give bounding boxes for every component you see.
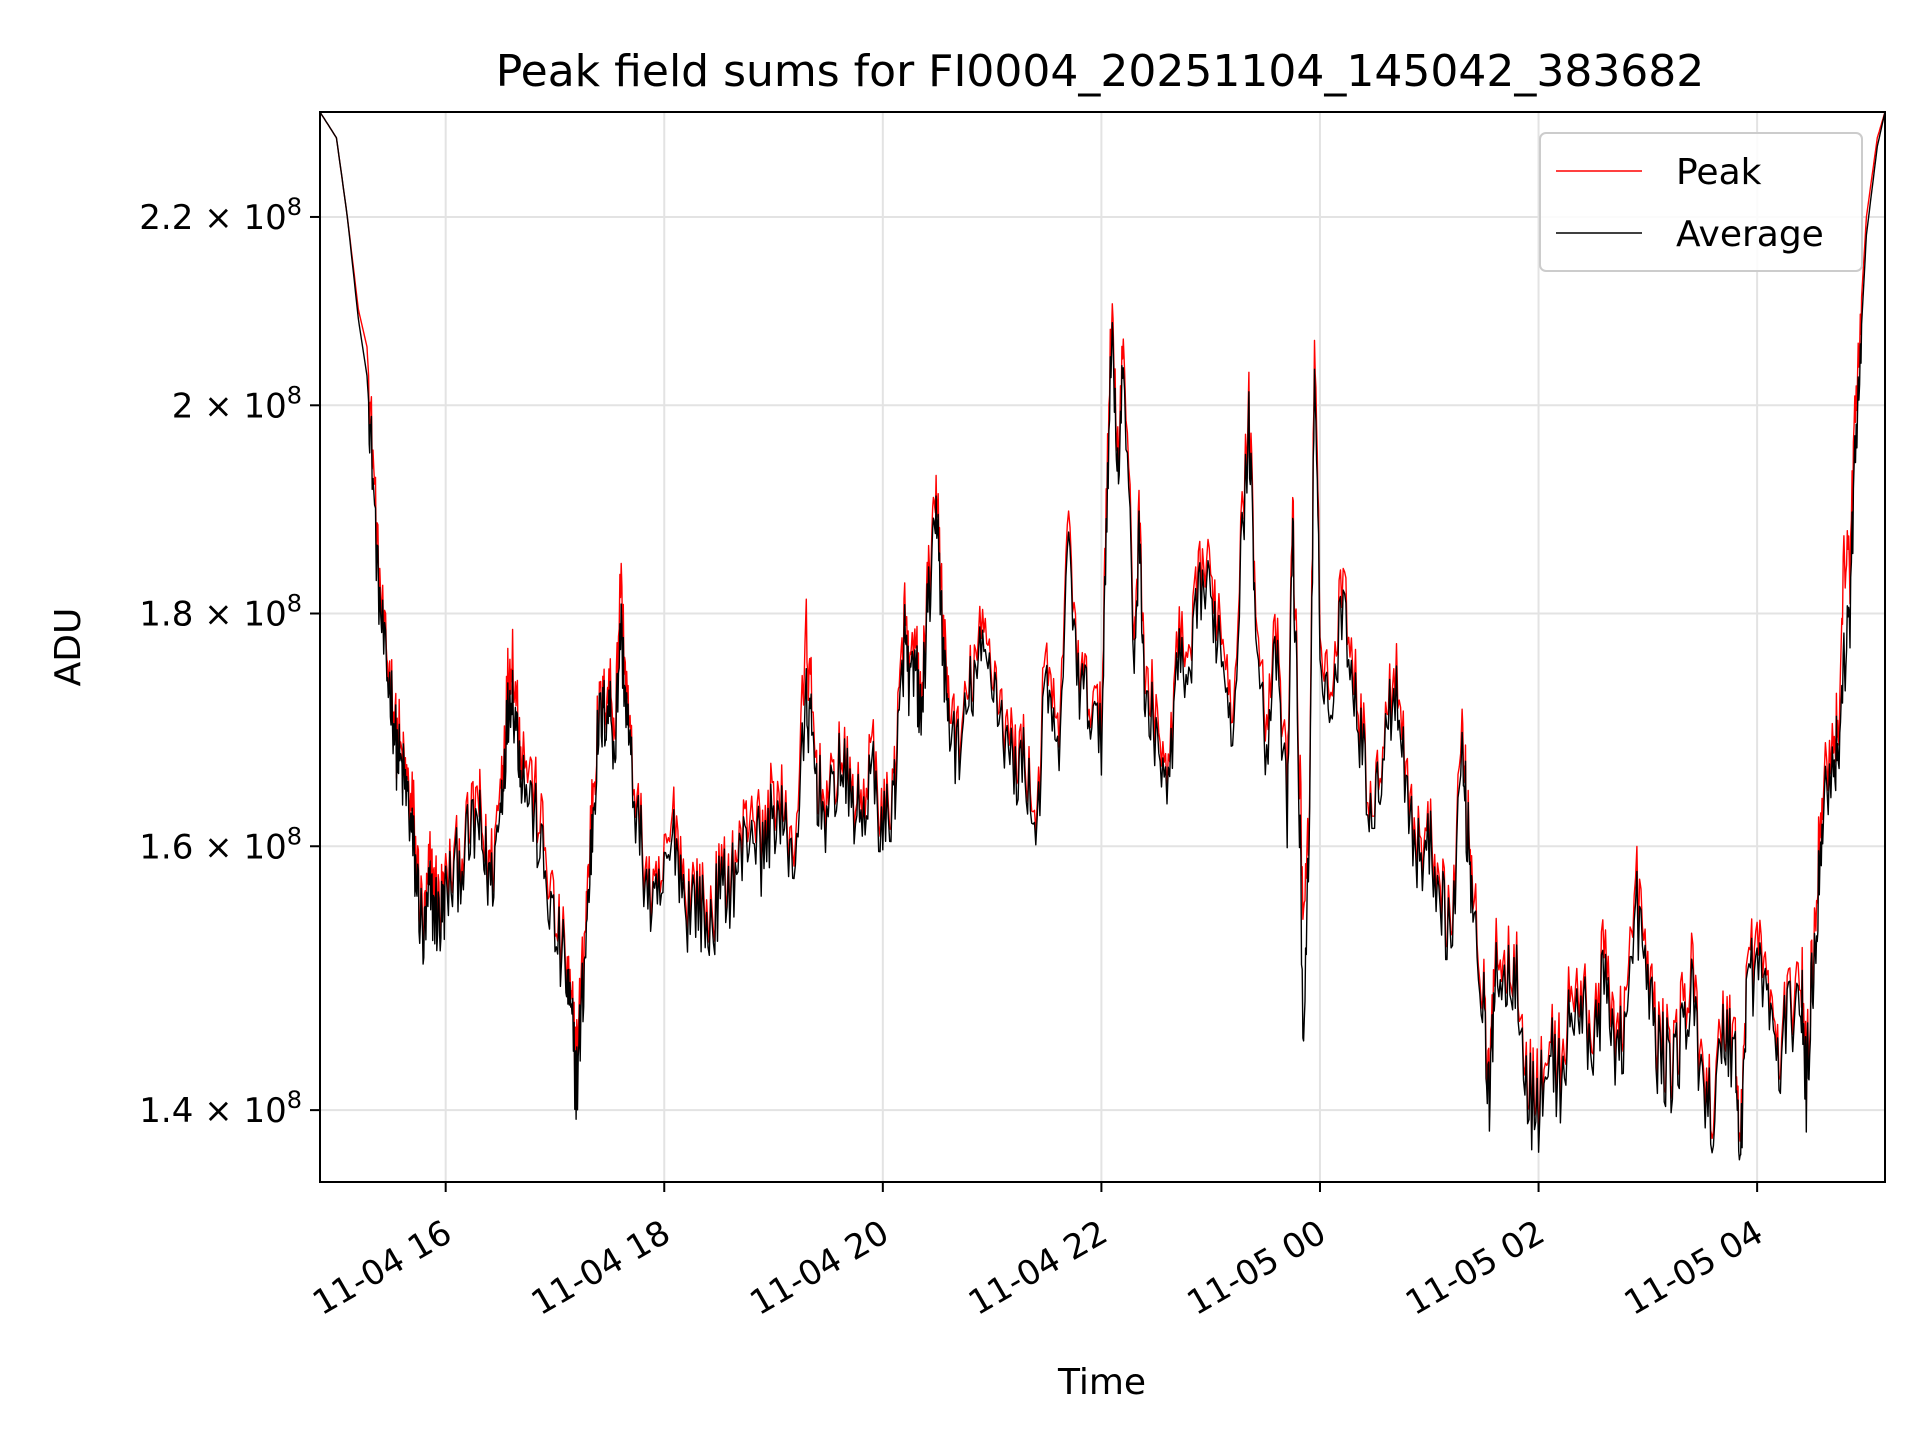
x-axis-label: Time	[1057, 1362, 1146, 1403]
y-tick-times: × 10	[193, 827, 286, 867]
series-line-average	[320, 112, 1885, 1161]
y-tick-exponent: 8	[287, 193, 302, 221]
y-tick-label: 1.8 × 108	[139, 590, 302, 635]
series-layer	[320, 112, 1885, 1161]
legend-label-peak: Peak	[1676, 152, 1762, 193]
legend-label-average: Average	[1676, 214, 1824, 255]
y-tick-times: × 10	[193, 1091, 286, 1131]
y-tick-label: 1.6 × 108	[139, 822, 302, 867]
y-tick-mantissa: 1.4	[139, 1091, 193, 1131]
y-tick-times: × 10	[193, 595, 286, 635]
y-tick-mantissa: 2	[172, 386, 194, 426]
legend-box	[1539, 132, 1863, 272]
y-tick-exponent: 8	[287, 381, 302, 409]
y-tick-mantissa: 1.8	[139, 595, 193, 635]
y-tick-times: × 10	[193, 198, 286, 238]
y-tick-exponent: 8	[287, 590, 302, 618]
y-tick-mantissa: 1.6	[139, 827, 193, 867]
y-tick-exponent: 8	[287, 822, 302, 850]
y-tick-exponent: 8	[287, 1086, 302, 1114]
y-tick-label: 2.2 × 108	[139, 193, 302, 238]
legend: Peak Average	[1539, 132, 1863, 272]
chart-title: Peak field sums for FI0004_20251104_1450…	[496, 46, 1705, 97]
y-tick-mantissa: 2.2	[139, 198, 193, 238]
plot-area-frame	[319, 111, 1886, 1183]
grid	[320, 112, 1885, 1182]
y-tick-label: 2 × 108	[172, 381, 302, 426]
y-tick-times: × 10	[193, 386, 286, 426]
y-tick-label: 1.4 × 108	[139, 1086, 302, 1131]
y-axis-label: ADU	[48, 608, 89, 687]
